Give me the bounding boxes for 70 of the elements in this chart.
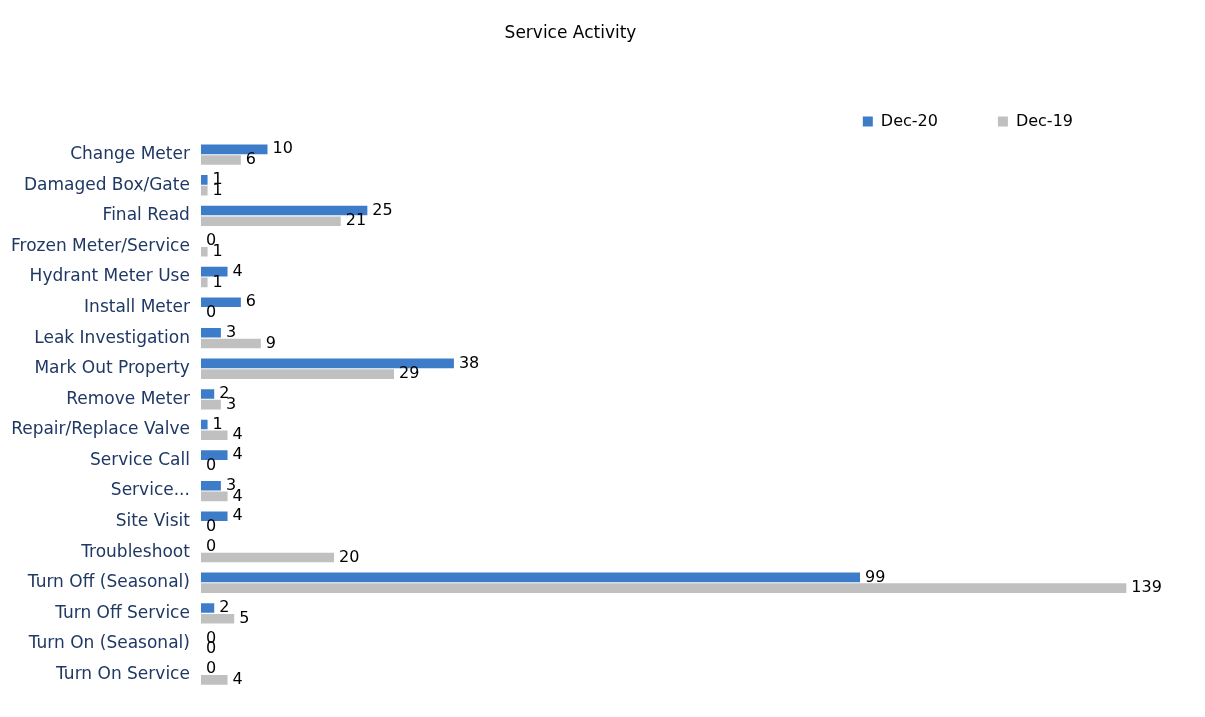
bar xyxy=(200,185,208,196)
data-label: 0 xyxy=(205,536,217,556)
chart-title: Service Activity xyxy=(504,21,637,42)
bar xyxy=(200,491,228,502)
data-label: 4 xyxy=(232,444,243,464)
y-tick-label: Troubleshoot xyxy=(80,540,191,561)
data-label: 0 xyxy=(205,658,217,678)
bar xyxy=(200,389,215,399)
data-label: 29 xyxy=(398,363,420,383)
bar xyxy=(200,480,221,491)
data-label: 21 xyxy=(345,210,367,230)
bar xyxy=(200,327,221,338)
legend-label: Dec-19 xyxy=(1015,110,1073,130)
y-tick-label: Turn Off Service xyxy=(54,601,190,622)
data-label: 1 xyxy=(212,413,223,433)
bar xyxy=(200,583,1127,593)
bar xyxy=(200,155,241,165)
data-label: 2 xyxy=(219,597,230,617)
bar xyxy=(200,216,341,227)
data-label: 99 xyxy=(865,566,886,586)
data-label: 4 xyxy=(232,424,243,444)
data-label: 139 xyxy=(1131,577,1162,597)
y-tick-label: Service Call xyxy=(89,448,190,469)
data-label: 0 xyxy=(205,302,217,322)
data-label: 0 xyxy=(205,454,217,474)
y-tick-label: Damaged Box/Gate xyxy=(23,173,190,194)
bar xyxy=(200,246,208,257)
data-label: 0 xyxy=(205,516,217,536)
bar xyxy=(200,675,228,685)
data-label: 6 xyxy=(245,291,257,311)
bar xyxy=(200,175,208,185)
bar xyxy=(200,552,335,563)
data-label: 5 xyxy=(239,607,250,627)
y-tick-label: Leak Investigation xyxy=(34,326,190,347)
bar xyxy=(200,338,261,349)
bar xyxy=(200,613,235,624)
bar xyxy=(200,266,228,277)
y-tick-label: Service... xyxy=(110,479,190,500)
data-label: 4 xyxy=(232,669,243,689)
y-tick-label: Remove Meter xyxy=(66,387,190,408)
data-label: 9 xyxy=(265,332,277,352)
y-tick-label: Turn Off (Seasonal) xyxy=(26,571,190,592)
data-label: 4 xyxy=(232,505,243,525)
y-tick-label: Site Visit xyxy=(115,510,191,531)
y-tick-label: Mark Out Property xyxy=(34,357,190,378)
bar xyxy=(200,603,215,613)
bar xyxy=(200,572,861,583)
legend-label: Dec-20 xyxy=(880,110,938,130)
y-tick-label: Turn On Service xyxy=(55,662,190,683)
data-label: 1 xyxy=(212,271,223,291)
bar xyxy=(200,399,221,410)
bar xyxy=(200,419,208,430)
bar xyxy=(200,430,228,441)
data-label: 4 xyxy=(232,260,243,280)
bar xyxy=(200,450,228,460)
y-tick-label: Final Read xyxy=(102,204,190,225)
y-tick-label: Frozen Meter/Service xyxy=(10,234,190,255)
data-label: 38 xyxy=(458,352,480,372)
y-tick-label: Turn On (Seasonal) xyxy=(27,632,190,653)
data-label: 6 xyxy=(245,149,257,169)
y-tick-label: Hydrant Meter Use xyxy=(29,265,190,286)
y-tick-label: Change Meter xyxy=(70,143,190,164)
data-label: 3 xyxy=(225,321,237,341)
y-tick-label: Install Meter xyxy=(84,296,190,316)
bar xyxy=(200,369,394,379)
data-label: 25 xyxy=(372,199,393,219)
data-label: 10 xyxy=(272,138,293,158)
y-tick-label: Repair/Replace Valve xyxy=(11,418,190,439)
data-label: 20 xyxy=(339,546,360,566)
bar xyxy=(200,277,208,288)
